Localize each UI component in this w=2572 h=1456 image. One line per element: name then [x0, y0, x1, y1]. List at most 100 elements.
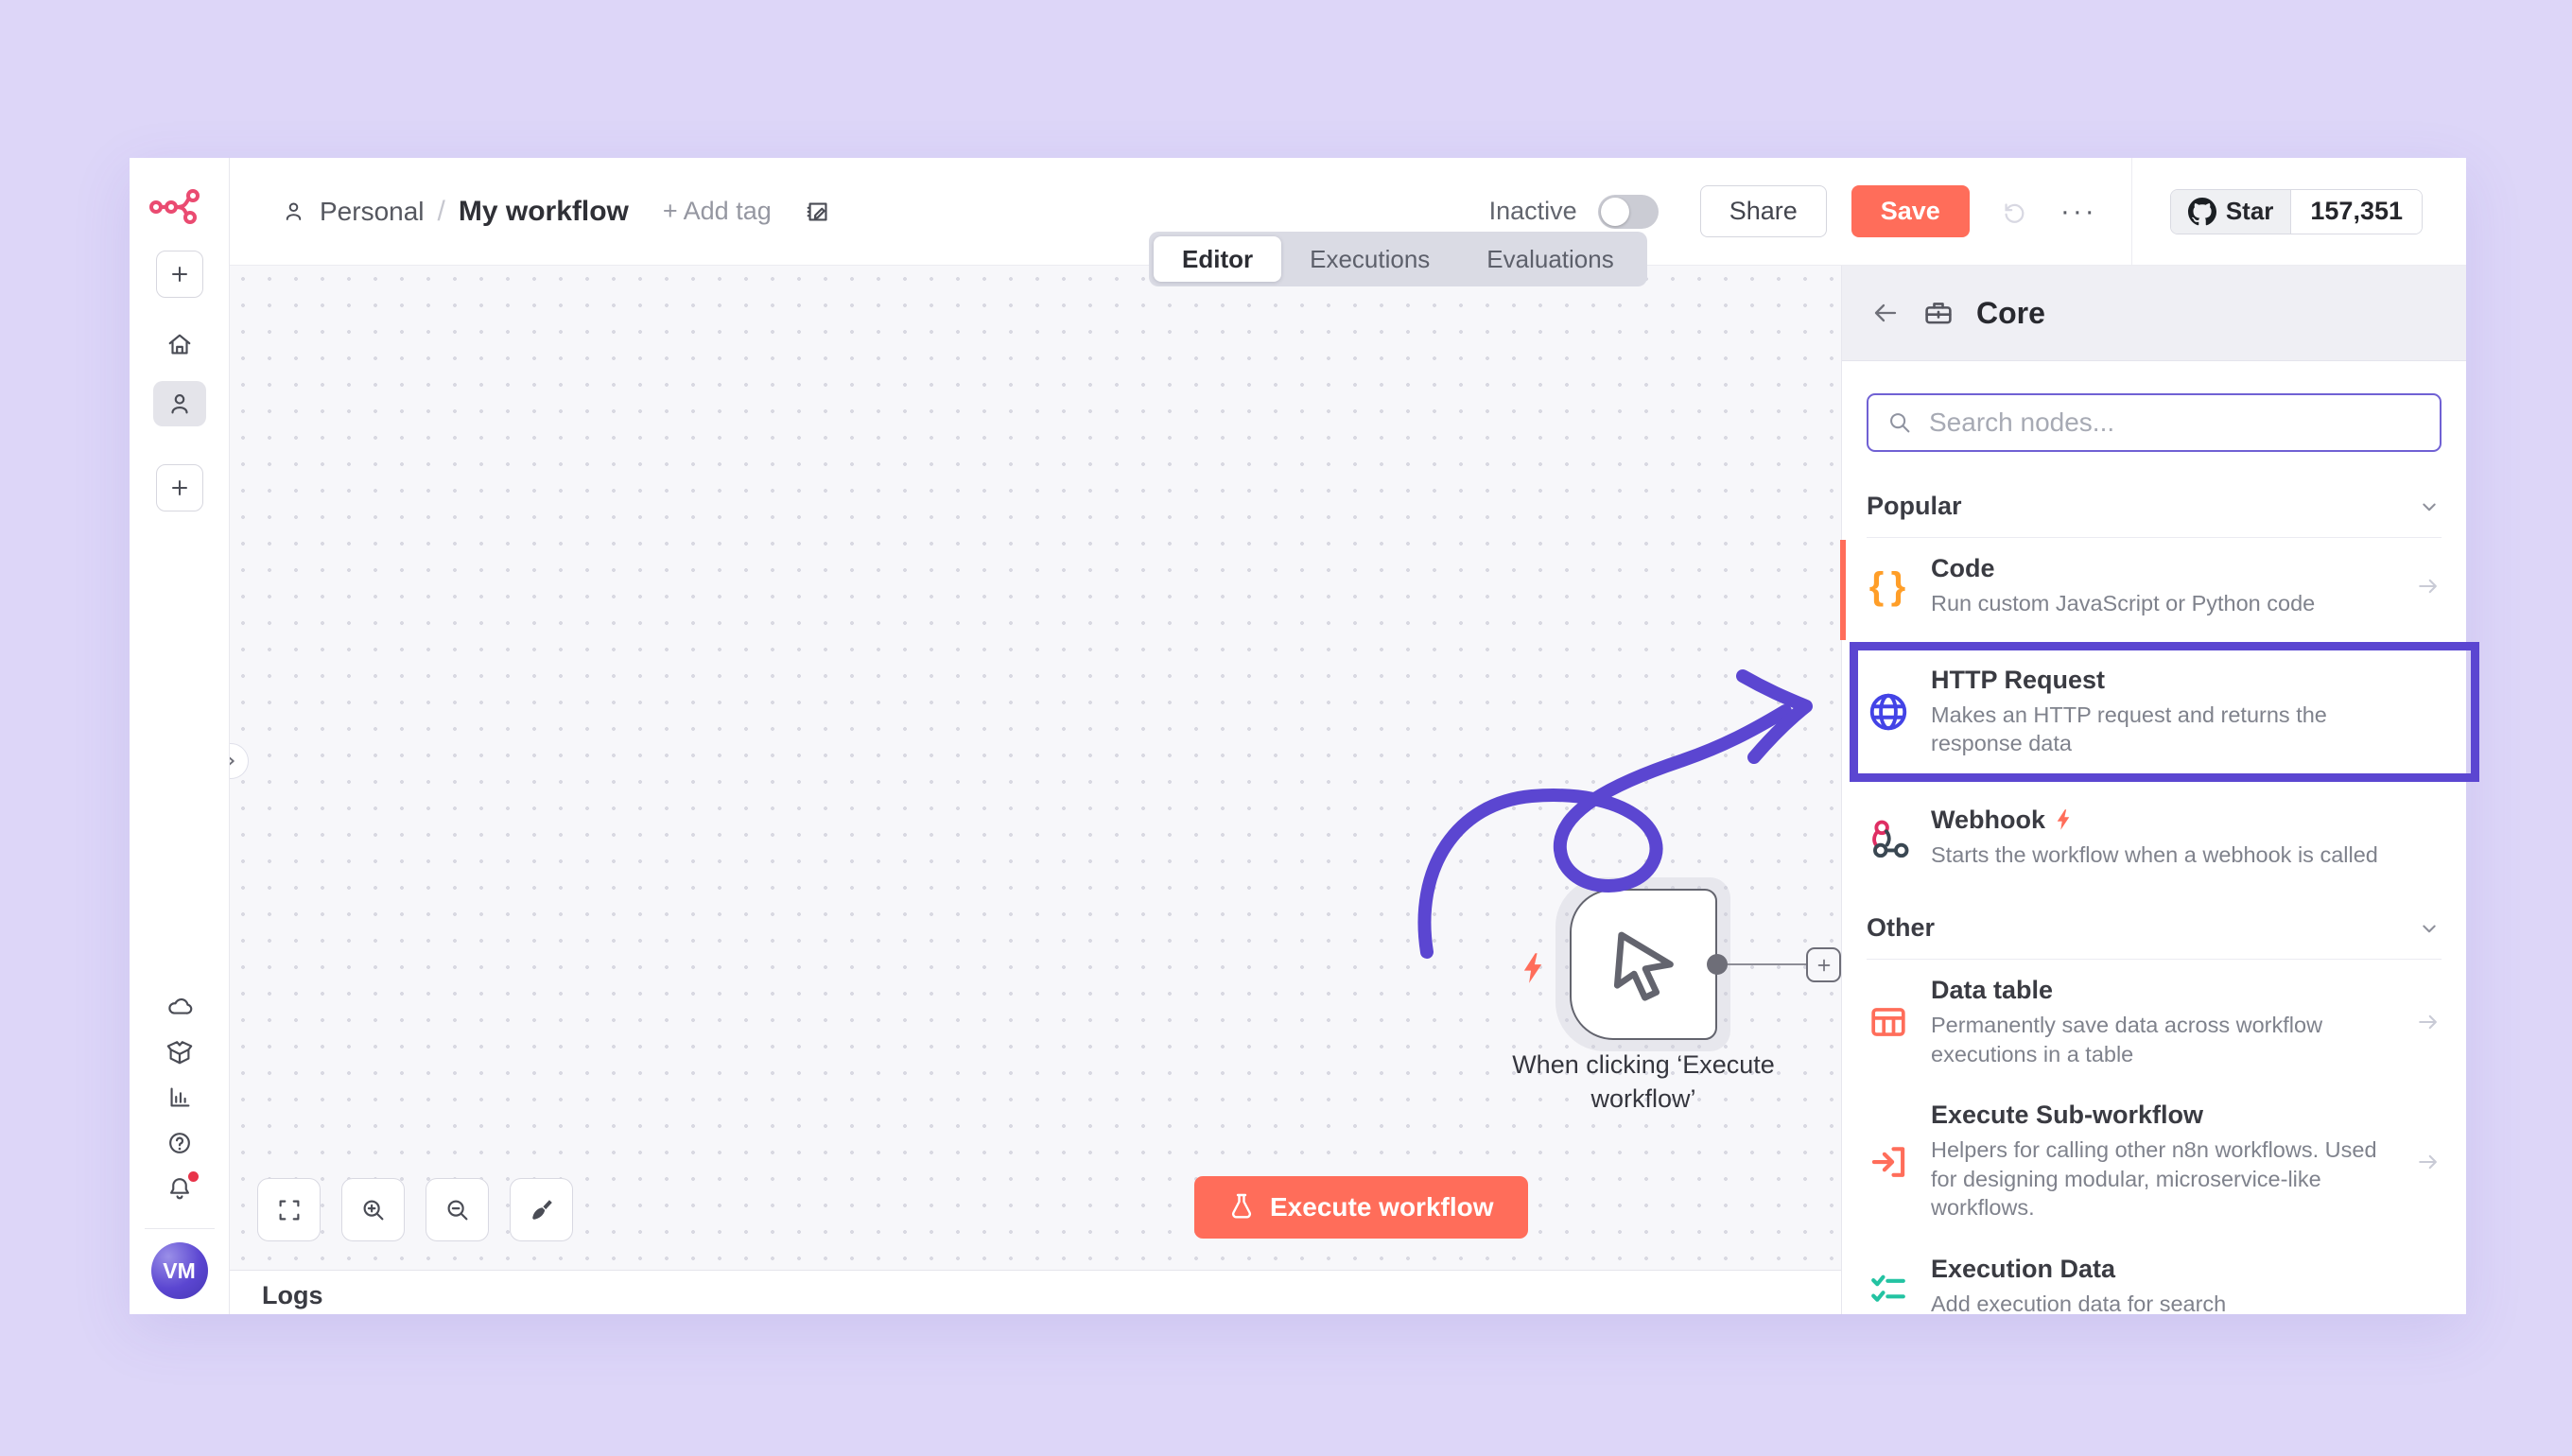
item-arrow-icon	[2415, 1009, 2442, 1035]
zoom-out-button[interactable]	[426, 1178, 489, 1241]
add-workflow-button[interactable]	[155, 251, 203, 298]
search-icon	[1890, 413, 1910, 433]
node-item-description: Starts the workflow when a webhook is ca…	[1931, 841, 2378, 867]
back-button[interactable]	[1870, 298, 1901, 328]
sidebar-item-insights[interactable]	[153, 1075, 206, 1120]
node-output-handle[interactable]	[1707, 954, 1728, 975]
node-panel-header: Core	[1842, 266, 2466, 361]
node-item-description: Permanently save data across workflow ex…	[1931, 1013, 2323, 1066]
fit-view-button[interactable]	[257, 1178, 321, 1241]
topbar-divider	[2130, 157, 2132, 266]
bar-chart-icon	[169, 1087, 189, 1107]
sidebar-item-help[interactable]	[153, 1120, 206, 1166]
tidy-up-button[interactable]	[510, 1178, 573, 1241]
github-star-count[interactable]: 157,351	[2290, 189, 2422, 234]
node-item-description: Helpers for calling other n8n workflows.…	[1931, 1137, 2377, 1221]
breadcrumb-project[interactable]: Personal	[320, 196, 425, 226]
section-other[interactable]: Other	[1867, 913, 2442, 943]
section-divider	[1867, 537, 2442, 538]
more-options-button[interactable]: ···	[2059, 195, 2097, 227]
node-caption: When clicking ‘Execute workflow’	[1512, 1050, 1775, 1113]
fit-view-icon	[279, 1200, 299, 1220]
workflow-canvas[interactable]: When clicking ‘Execute workflow’	[230, 266, 1841, 1270]
node-item-name: Data table	[1931, 976, 2054, 1005]
sidebar-item-cloud[interactable]	[153, 984, 206, 1030]
toggle-knob	[1600, 197, 1629, 226]
node-item-data-table[interactable]: Data table Permanently save data across …	[1867, 960, 2442, 1084]
code-item-accent-bar	[1840, 540, 1846, 640]
execute-workflow-button[interactable]: Execute workflow	[1194, 1176, 1528, 1239]
github-star-widget[interactable]: Star 157,351	[2169, 188, 2423, 234]
code-braces-icon: { }	[1868, 564, 1908, 607]
github-star-button[interactable]: Star	[2170, 189, 2291, 234]
view-tabs: Editor Executions Evaluations	[1149, 232, 1647, 286]
webhook-icon	[1872, 821, 1909, 858]
node-panel: Core Popular	[1840, 266, 2479, 1316]
tab-executions[interactable]: Executions	[1310, 244, 1431, 273]
share-button[interactable]: Share	[1699, 185, 1827, 237]
node-item-http-request[interactable]: HTTP Request Makes an HTTP request and r…	[1867, 656, 2433, 768]
breadcrumb-separator: /	[437, 195, 445, 227]
sidebar-item-personal[interactable]	[152, 381, 206, 426]
sidebar-item-templates[interactable]	[153, 1030, 206, 1075]
history-icon	[2005, 202, 2025, 223]
logs-panel-header[interactable]: Logs	[230, 1270, 1841, 1314]
item-arrow-icon	[2415, 1149, 2442, 1175]
sidebar: VM	[130, 158, 230, 1314]
zoom-in-icon	[363, 1200, 383, 1220]
sidebar-item-home[interactable]	[153, 322, 206, 368]
broom-icon	[531, 1199, 552, 1220]
briefcase-icon	[1925, 303, 1952, 324]
connector-line	[1717, 962, 1812, 965]
help-icon	[168, 1133, 190, 1153]
plus-icon	[171, 479, 187, 496]
node-item-execute-sub-workflow[interactable]: Execute Sub-workflow Helpers for calling…	[1867, 1084, 2442, 1239]
bell-icon	[169, 1178, 189, 1200]
add-connected-node-button[interactable]	[1806, 947, 1841, 982]
history-button[interactable]	[2000, 198, 2028, 226]
add-tag-button[interactable]: + Add tag	[662, 197, 772, 225]
flask-icon	[1231, 1193, 1252, 1219]
n8n-logo[interactable]	[148, 186, 211, 226]
section-popular[interactable]: Popular	[1867, 492, 2442, 521]
note-pencil-icon	[807, 201, 827, 221]
sidebar-item-notifications[interactable]	[153, 1166, 206, 1211]
node-item-webhook[interactable]: Webhook Starts the workflow when a webho…	[1867, 789, 2442, 886]
globe-icon	[1869, 693, 1907, 730]
chevron-down-icon	[2423, 925, 2436, 932]
chevron-down-icon	[2423, 503, 2436, 511]
canvas-controls	[257, 1178, 573, 1241]
edit-note-button[interactable]	[804, 198, 832, 226]
node-item-name: HTTP Request	[1931, 665, 2106, 694]
trigger-bolt-icon	[1520, 952, 1546, 989]
home-icon	[168, 334, 190, 355]
node-item-code[interactable]: { } Code Run custom JavaScript or Python…	[1840, 538, 2442, 640]
trigger-node-halo	[1555, 877, 1730, 1051]
trigger-bolt-badge-icon	[2057, 809, 2070, 830]
active-toggle[interactable]	[1597, 194, 1659, 229]
tab-editor[interactable]: Editor	[1154, 236, 1282, 282]
node-item-name: Code	[1931, 554, 1995, 582]
package-icon	[166, 1041, 192, 1065]
node-item-execution-data[interactable]: Execution Data Add execution data for se…	[1867, 1239, 2442, 1335]
tab-evaluations[interactable]: Evaluations	[1486, 244, 1614, 273]
cursor-icon	[1613, 931, 1674, 1001]
breadcrumb: Personal / My workflow	[281, 196, 629, 228]
workflow-name[interactable]: My workflow	[458, 195, 629, 227]
app-window: VM Personal / My workflow + Add tag	[130, 157, 2479, 1316]
node-item-description: Makes an HTTP request and returns the re…	[1931, 702, 2327, 756]
notification-dot	[187, 1171, 199, 1182]
panel-expander-button[interactable]	[230, 743, 249, 779]
node-item-name: Webhook	[1931, 805, 2045, 834]
sidebar-divider	[144, 1228, 215, 1229]
project-user-icon	[286, 202, 302, 220]
save-button[interactable]: Save	[1851, 185, 1970, 237]
zoom-in-button[interactable]	[341, 1178, 405, 1241]
zoom-out-icon	[447, 1200, 467, 1220]
manual-trigger-node[interactable]	[1570, 889, 1717, 1040]
add-project-button[interactable]	[155, 464, 203, 511]
user-avatar[interactable]: VM	[150, 1242, 208, 1299]
search-input[interactable]	[1867, 393, 2442, 452]
node-item-description: Run custom JavaScript or Python code	[1931, 591, 2316, 615]
arrow-left-icon	[1874, 303, 1897, 322]
